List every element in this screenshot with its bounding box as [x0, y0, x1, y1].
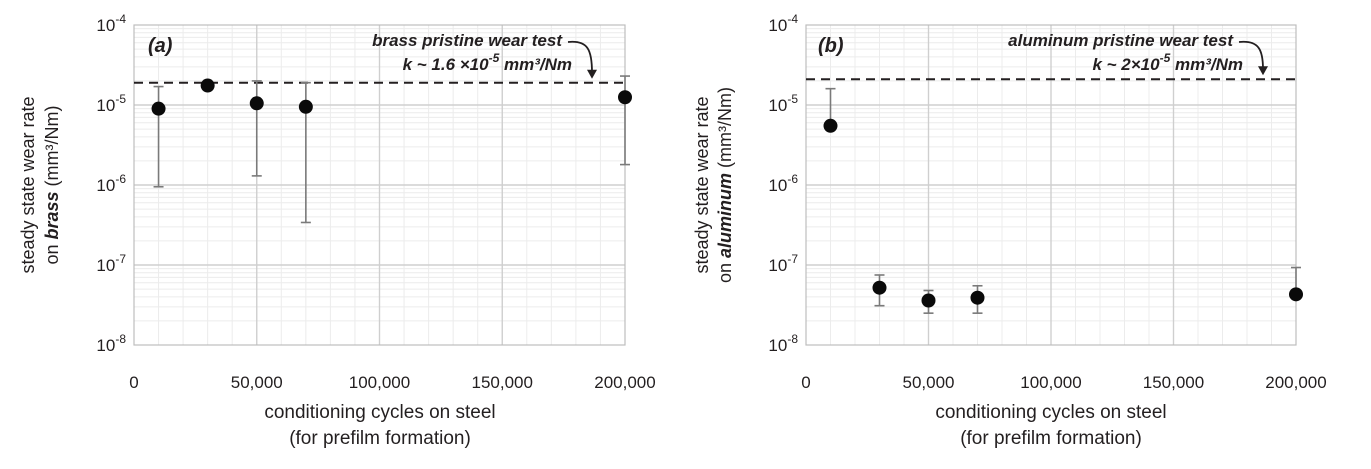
data-point — [151, 101, 166, 116]
x-tick-label: 150,000 — [472, 373, 533, 392]
x-tick-label: 50,000 — [903, 373, 955, 392]
x-tick-label: 200,000 — [594, 373, 655, 392]
panel-label: (a) — [148, 35, 173, 57]
x-tick-label: 200,000 — [1265, 373, 1326, 392]
data-series — [151, 75, 632, 224]
reference-value-label: k ~ 2×10-5 mm³/Nm — [1092, 51, 1243, 74]
annotation-arrowhead — [587, 69, 597, 79]
plot-frame — [805, 24, 1297, 346]
panel-label: (b) — [818, 35, 844, 57]
data-point — [970, 290, 985, 305]
y-tick-label: 10-5 — [96, 92, 126, 115]
annotation-arrow — [1238, 40, 1264, 70]
data-point — [823, 118, 838, 133]
y-tick-label: 10-7 — [768, 252, 798, 275]
reference-title: aluminum pristine wear test — [1008, 31, 1234, 50]
plot-frame — [133, 24, 626, 346]
x-axis-label-sub: (for prefilm formation) — [960, 428, 1142, 449]
x-tick-label: 0 — [801, 373, 810, 392]
y-tick-label: 10-4 — [96, 12, 126, 35]
x-tick-label: 50,000 — [231, 373, 283, 392]
x-axis-label: conditioning cycles on steel — [264, 402, 495, 423]
y-tick-label: 10-6 — [768, 172, 798, 195]
chart-panel-b: 10-8 10-7 10-6 10-5 10-4 0 50,000 100,000 150,00… — [692, 12, 1327, 449]
chart-panel-a: 10-8 10-7 10-6 10-5 10-4 0 50,000 100,000 150,00… — [18, 12, 656, 449]
y-axis-label-material: on aluminum (mm³/Nm) — [715, 87, 735, 283]
data-point — [1289, 287, 1303, 302]
x-tick-label: 100,000 — [1020, 373, 1081, 392]
y-tick-label: 10-8 — [96, 332, 126, 355]
reference-title: brass pristine wear test — [372, 31, 563, 50]
grid — [806, 25, 1296, 345]
y-tick-label: 10-7 — [96, 252, 126, 275]
x-axis-label: conditioning cycles on steel — [935, 402, 1166, 423]
data-point — [200, 78, 215, 93]
y-tick-label: 10-8 — [768, 332, 798, 355]
y-axis-label: steady state wear rate — [18, 96, 38, 273]
data-point — [298, 99, 313, 114]
x-tick-label: 100,000 — [349, 373, 410, 392]
data-point — [618, 90, 632, 105]
y-tick-label: 10-6 — [96, 172, 126, 195]
y-tick-label: 10-5 — [768, 92, 798, 115]
annotation-arrow — [567, 40, 593, 73]
y-tick-label: 10-4 — [768, 12, 798, 35]
x-tick-label: 150,000 — [1143, 373, 1204, 392]
grid — [134, 25, 625, 345]
data-point — [872, 280, 887, 295]
reference-value-label: k ~ 1.6 ×10-5 mm³/Nm — [403, 51, 572, 74]
y-axis-label: steady state wear rate — [692, 96, 712, 273]
data-point — [921, 293, 936, 308]
annotation-arrowhead — [1258, 66, 1268, 76]
data-series — [823, 87, 1303, 314]
x-axis-label-sub: (for prefilm formation) — [289, 428, 471, 449]
y-axis-label-material: on brass (mm³/Nm) — [42, 105, 62, 264]
data-point — [249, 96, 264, 111]
x-tick-label: 0 — [129, 373, 138, 392]
